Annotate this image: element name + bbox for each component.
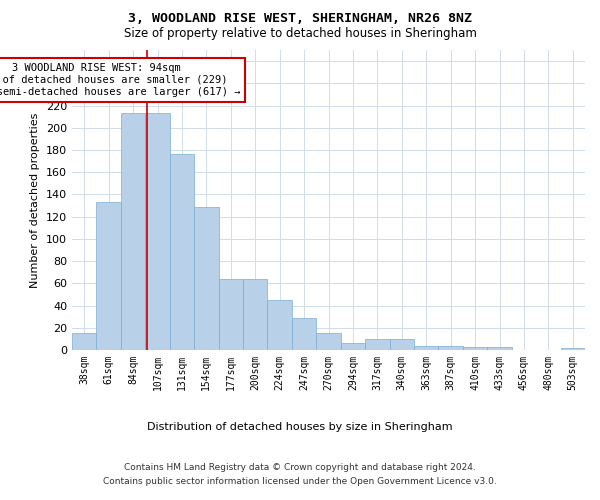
Bar: [341, 344, 365, 350]
Bar: [463, 346, 487, 350]
Text: 3, WOODLAND RISE WEST, SHERINGHAM, NR26 8NZ: 3, WOODLAND RISE WEST, SHERINGHAM, NR26 …: [128, 12, 472, 26]
Bar: [218, 279, 243, 350]
Bar: [365, 339, 389, 350]
Bar: [243, 279, 268, 350]
Text: Contains HM Land Registry data © Crown copyright and database right 2024.: Contains HM Land Registry data © Crown c…: [124, 462, 476, 471]
Bar: [268, 300, 292, 350]
Text: Size of property relative to detached houses in Sheringham: Size of property relative to detached ho…: [124, 28, 476, 40]
Bar: [72, 334, 97, 350]
Bar: [194, 206, 218, 350]
Text: 3 WOODLAND RISE WEST: 94sqm
← 27% of detached houses are smaller (229)
73% of se: 3 WOODLAND RISE WEST: 94sqm ← 27% of det…: [0, 64, 240, 96]
Bar: [560, 348, 585, 350]
Bar: [439, 346, 463, 350]
Bar: [316, 334, 341, 350]
Text: Distribution of detached houses by size in Sheringham: Distribution of detached houses by size …: [147, 422, 453, 432]
Bar: [145, 114, 170, 350]
Bar: [389, 339, 414, 350]
Y-axis label: Number of detached properties: Number of detached properties: [31, 112, 40, 288]
Bar: [292, 318, 316, 350]
Bar: [170, 154, 194, 350]
Text: Contains public sector information licensed under the Open Government Licence v3: Contains public sector information licen…: [103, 478, 497, 486]
Bar: [97, 202, 121, 350]
Bar: [121, 114, 145, 350]
Bar: [414, 346, 439, 350]
Bar: [487, 346, 512, 350]
